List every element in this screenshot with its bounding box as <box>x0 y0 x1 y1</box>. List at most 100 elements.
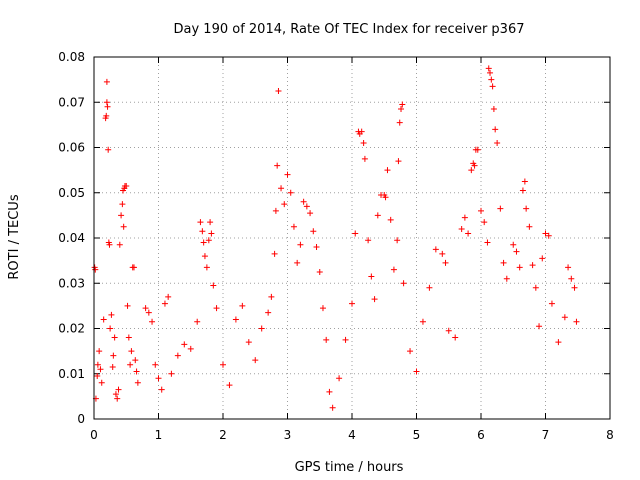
data-point <box>349 300 355 307</box>
data-point <box>323 336 330 343</box>
data-point <box>297 241 304 248</box>
data-point <box>458 225 465 232</box>
data-point <box>398 106 405 113</box>
data-point <box>461 214 468 221</box>
x-tick-label: 4 <box>348 428 356 442</box>
data-point <box>519 187 526 194</box>
data-point <box>274 162 281 169</box>
data-point <box>107 325 114 332</box>
data-point <box>213 305 220 312</box>
x-tick-label: 3 <box>284 428 292 442</box>
data-point <box>125 334 132 341</box>
data-point <box>521 178 528 185</box>
data-point <box>374 212 381 219</box>
x-tick-label: 5 <box>413 428 421 442</box>
data-point <box>488 76 495 83</box>
data-point <box>284 171 291 178</box>
data-point <box>497 205 504 212</box>
data-point <box>399 101 406 108</box>
data-point <box>394 237 401 244</box>
data-point <box>98 379 105 386</box>
data-point <box>358 128 365 135</box>
data-point <box>252 357 259 364</box>
data-point <box>490 106 497 113</box>
data-point <box>128 348 135 355</box>
data-point <box>208 230 215 237</box>
data-point <box>210 282 217 289</box>
data-point <box>187 345 194 352</box>
data-point <box>365 237 372 244</box>
data-point <box>400 280 407 287</box>
data-point <box>485 65 492 72</box>
y-tick-label: 0.07 <box>58 95 85 109</box>
data-point <box>161 300 168 307</box>
data-point <box>478 207 484 214</box>
data-point <box>382 194 389 201</box>
data-point <box>103 112 110 119</box>
y-tick-label: 0.04 <box>58 231 85 245</box>
x-tick-label: 7 <box>542 428 550 442</box>
data-point <box>265 309 272 316</box>
data-point <box>127 361 134 368</box>
data-point <box>395 158 402 165</box>
data-point <box>384 167 391 174</box>
data-point <box>112 391 119 398</box>
data-point <box>452 334 459 341</box>
data-point <box>513 248 520 255</box>
data-point <box>197 219 204 226</box>
data-point <box>155 375 162 382</box>
data-points <box>91 65 580 411</box>
data-point <box>526 223 533 230</box>
data-point <box>573 318 580 325</box>
data-point <box>310 228 317 235</box>
data-point <box>158 386 165 393</box>
data-point <box>119 201 126 208</box>
data-point <box>316 268 323 275</box>
data-point <box>326 388 333 395</box>
data-point <box>207 219 214 226</box>
data-point <box>510 241 517 248</box>
data-point <box>545 232 552 239</box>
data-point <box>529 262 536 269</box>
data-point <box>97 366 104 373</box>
data-point <box>258 325 265 332</box>
data-point <box>114 395 121 402</box>
data-point <box>371 296 378 303</box>
data-point <box>445 327 452 334</box>
data-point <box>536 323 543 330</box>
data-point <box>104 103 111 110</box>
data-point <box>92 266 99 273</box>
data-point <box>201 253 208 260</box>
data-point <box>199 228 206 235</box>
data-point <box>571 284 578 291</box>
data-point <box>181 341 188 348</box>
data-point <box>232 316 239 323</box>
data-point <box>109 363 116 370</box>
data-point <box>271 250 278 257</box>
data-point <box>329 404 336 411</box>
data-point <box>220 361 226 368</box>
data-point <box>145 309 152 316</box>
data-point <box>471 162 478 169</box>
data-point <box>108 311 115 318</box>
data-point <box>489 83 496 90</box>
data-point <box>94 373 101 380</box>
data-point <box>287 189 294 196</box>
data-point <box>303 203 310 210</box>
data-point <box>278 185 285 192</box>
x-tick-label: 1 <box>155 428 163 442</box>
data-point <box>290 223 297 230</box>
data-point <box>168 370 175 377</box>
data-point <box>110 352 117 359</box>
data-point <box>336 375 343 382</box>
data-point <box>272 207 279 214</box>
x-tick-label: 0 <box>90 428 98 442</box>
data-point <box>503 275 510 282</box>
data-point <box>205 237 212 244</box>
data-point <box>368 273 375 280</box>
data-point <box>149 318 156 325</box>
data-point <box>275 87 282 94</box>
data-point <box>319 305 326 312</box>
